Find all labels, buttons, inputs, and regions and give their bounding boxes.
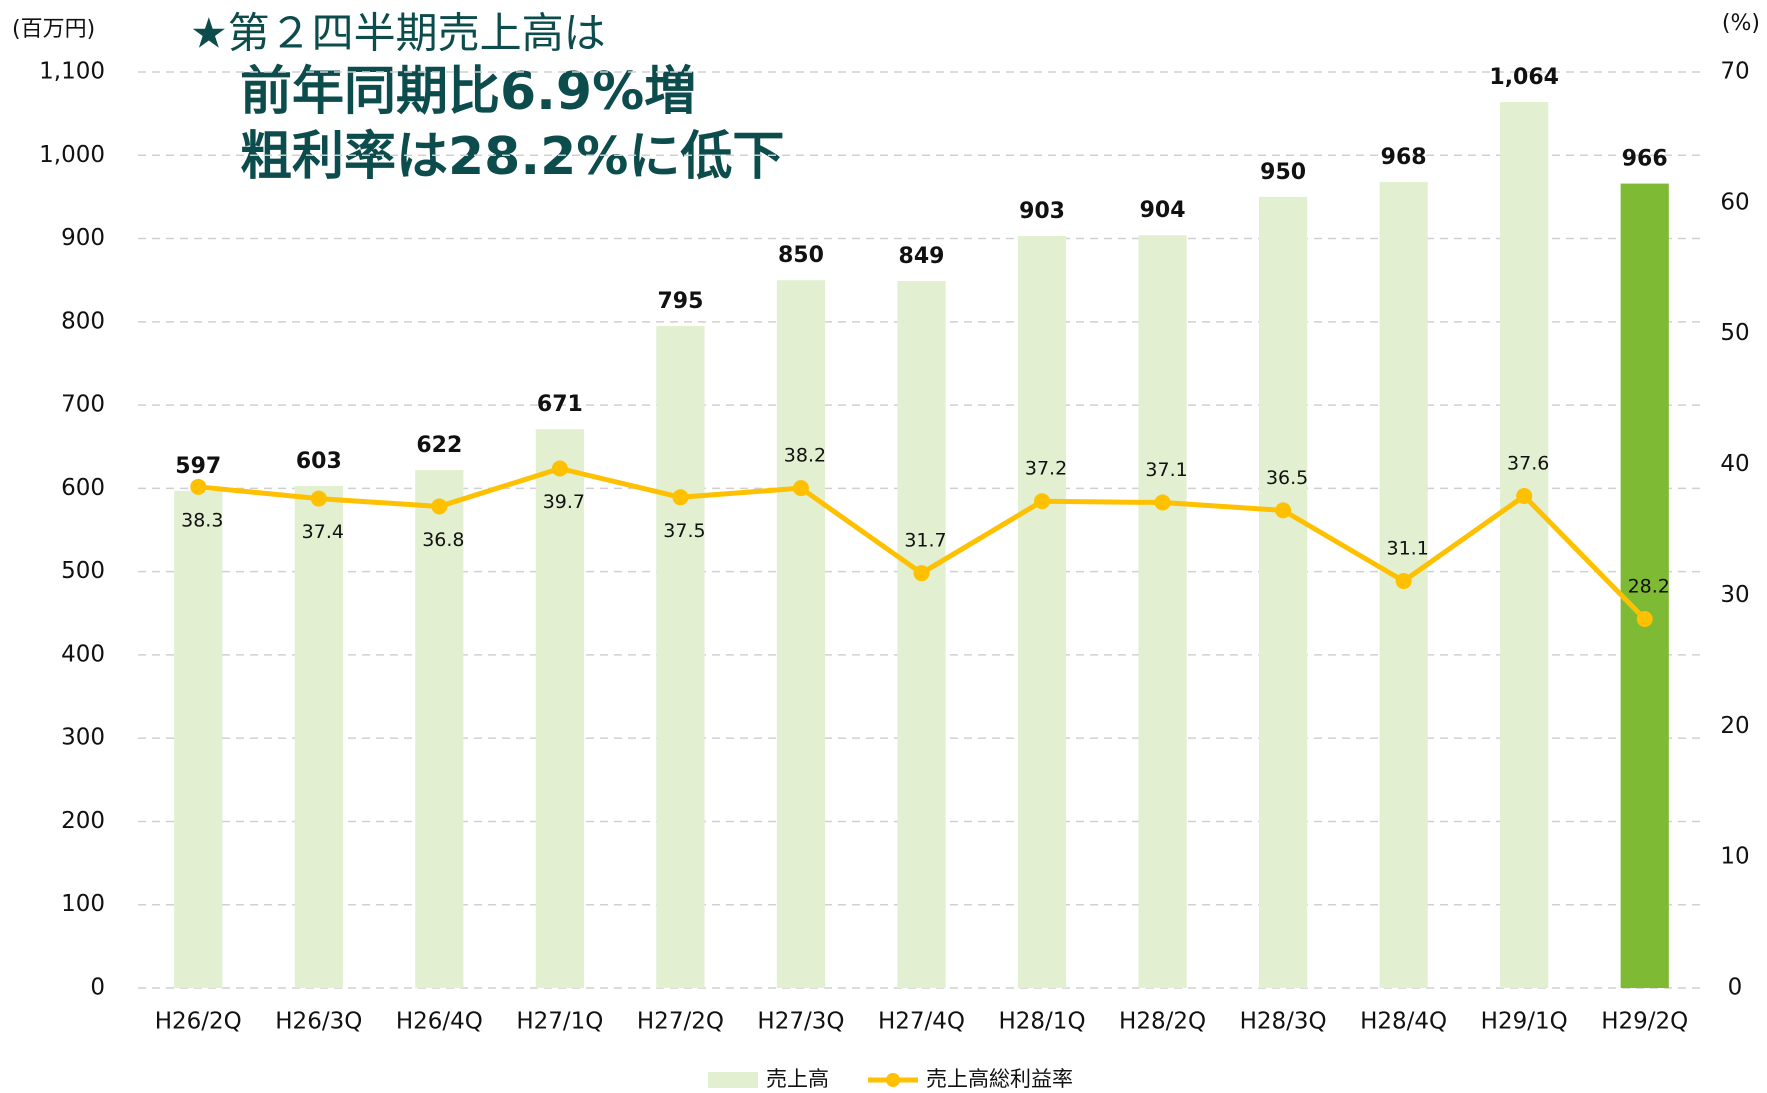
line-marker (1154, 494, 1171, 511)
x-tick-label: H27/4Q (878, 1009, 965, 1035)
line-label: 39.7 (543, 491, 585, 513)
bar-label: 903 (1019, 199, 1065, 224)
line-label: 36.5 (1266, 467, 1308, 489)
y2-tick-label: 60 (1720, 189, 1749, 215)
bar (294, 485, 343, 988)
y-tick-label: 400 (61, 641, 105, 667)
bar-label: 966 (1622, 147, 1668, 172)
line-label: 37.1 (1145, 459, 1187, 481)
y-tick-label: 900 (61, 225, 105, 251)
legend-swatch (708, 1072, 758, 1088)
subtitle: 粗利率は28.2%に低下 (240, 127, 784, 187)
y2-tick-label: 30 (1720, 582, 1749, 608)
line-label: 38.3 (181, 509, 223, 531)
bar-label: 950 (1260, 160, 1306, 185)
line-label: 31.7 (904, 530, 946, 552)
line-label: 37.6 (1507, 452, 1549, 474)
bar-label: 904 (1140, 198, 1186, 223)
x-tick-label: H27/1Q (516, 1009, 603, 1035)
bar-label: 968 (1381, 145, 1427, 170)
line-marker (792, 480, 809, 497)
line-label: 28.2 (1628, 575, 1670, 597)
y-tick-label: 100 (61, 891, 105, 917)
y-tick-label: 700 (61, 392, 105, 418)
y-tick-label: 500 (61, 558, 105, 584)
bar (1620, 183, 1669, 988)
bar-label: 597 (175, 454, 221, 479)
legend-label: 売上高総利益率 (926, 1067, 1073, 1091)
line-marker (1034, 493, 1051, 510)
line-marker (1516, 487, 1533, 504)
bar (1259, 196, 1308, 989)
bar-label: 795 (657, 289, 703, 314)
y2-tick-label: 50 (1720, 320, 1749, 346)
bar-label: 1,064 (1489, 65, 1559, 90)
bar (174, 490, 223, 988)
line-marker (672, 489, 689, 506)
x-tick-label: H28/3Q (1240, 1009, 1327, 1035)
line-marker (190, 478, 207, 495)
y2-tick-label: 10 (1720, 844, 1749, 870)
bar-label: 603 (296, 449, 342, 474)
subtitle: 前年同期比6.9%増 (240, 62, 696, 122)
y-tick-label: 800 (61, 308, 105, 334)
line-label: 31.1 (1386, 538, 1428, 560)
x-tick-label: H27/2Q (637, 1009, 724, 1035)
line-marker (551, 460, 568, 477)
bar-label: 850 (778, 243, 824, 268)
y-tick-label: 1,000 (39, 142, 105, 168)
x-tick-label: H26/2Q (155, 1009, 242, 1035)
y2-axis-label: (%) (1722, 11, 1760, 36)
line-label: 37.5 (663, 520, 705, 542)
line-marker (1636, 610, 1653, 627)
y-axis-label: (百万円) (12, 17, 95, 42)
y2-tick-label: 70 (1720, 59, 1749, 85)
bar (776, 280, 826, 988)
bar (535, 429, 584, 988)
bar-label: 622 (416, 433, 462, 458)
chart-title: ★第２四半期売上高は (190, 9, 606, 58)
line-label: 37.4 (302, 521, 344, 543)
y-tick-label: 1,100 (39, 59, 105, 85)
line-marker (913, 565, 930, 582)
line-marker (310, 490, 327, 507)
bar-label: 671 (537, 392, 583, 417)
legend-label: 売上高 (766, 1067, 829, 1091)
x-tick-label: H27/3Q (757, 1009, 844, 1035)
y2-tick-label: 0 (1728, 975, 1743, 1001)
bar (897, 281, 946, 989)
y2-tick-label: 40 (1720, 451, 1749, 477)
x-tick-label: H26/4Q (396, 1009, 483, 1035)
bar (1500, 101, 1549, 989)
bar (1138, 235, 1187, 988)
bar-label: 849 (899, 244, 945, 269)
legend-swatch (886, 1073, 900, 1087)
x-tick-label: H28/2Q (1119, 1009, 1206, 1035)
bar (1017, 236, 1067, 989)
x-tick-label: H28/4Q (1360, 1009, 1447, 1035)
x-tick-label: H29/1Q (1481, 1009, 1568, 1035)
line-label: 36.8 (422, 529, 464, 551)
y2-tick-label: 20 (1720, 713, 1749, 739)
line-marker (1275, 502, 1292, 519)
bar (415, 470, 464, 988)
line-marker (431, 498, 448, 515)
y-tick-label: 600 (61, 475, 105, 501)
line-marker (1395, 573, 1412, 590)
y-tick-label: 200 (61, 808, 105, 834)
x-tick-label: H26/3Q (275, 1009, 362, 1035)
bar (656, 325, 705, 988)
line-label: 37.2 (1025, 458, 1067, 480)
line-label: 38.2 (784, 445, 826, 467)
y-tick-label: 300 (61, 725, 105, 751)
x-tick-label: H28/1Q (999, 1009, 1086, 1035)
x-tick-label: H29/2Q (1601, 1009, 1688, 1035)
y-tick-label: 0 (90, 975, 105, 1001)
